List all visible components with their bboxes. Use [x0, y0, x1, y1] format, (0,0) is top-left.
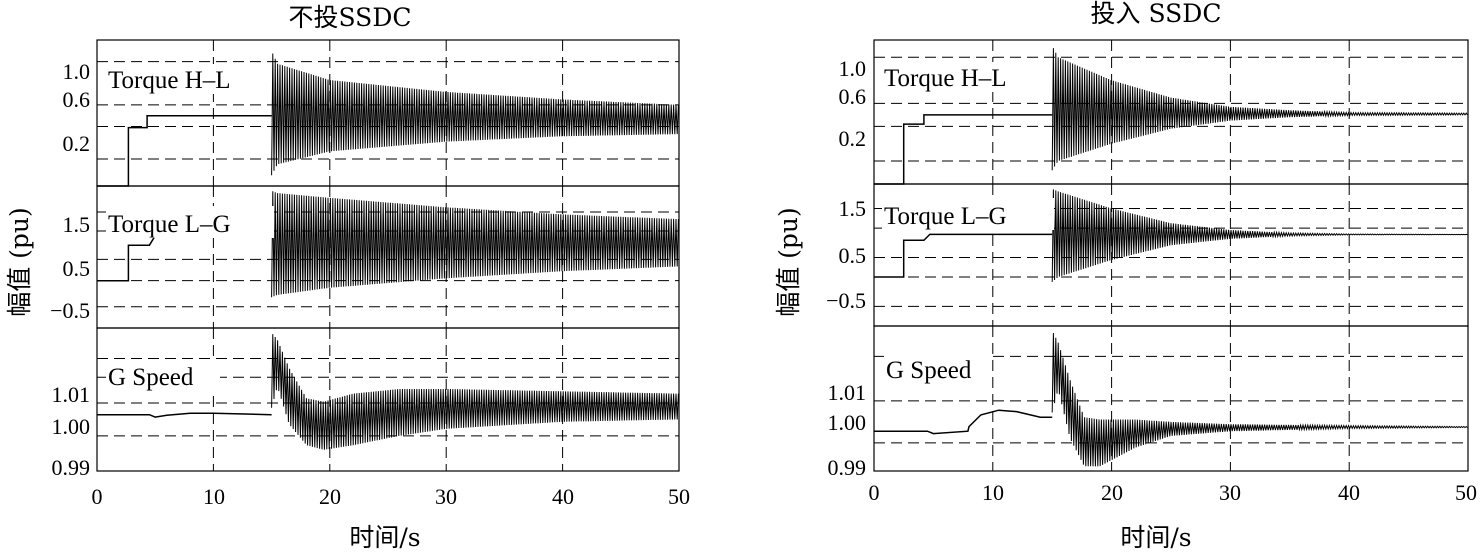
oscillation-trace: [271, 191, 679, 298]
panel-label-bg: [106, 64, 264, 94]
y-tick-label: 0.99: [52, 455, 91, 480]
x-tick-label: 0: [92, 484, 103, 509]
oscillation-trace: [1051, 189, 1468, 282]
panel-label: Torque L–G: [108, 211, 231, 238]
x-tick-label: 10: [203, 484, 225, 509]
y-tick-label: 1.00: [828, 410, 867, 435]
y-tick-label: 0.6: [839, 84, 867, 109]
y-axis-label: 幅值 (pu): [774, 207, 803, 317]
x-tick-label: 0: [869, 480, 880, 505]
panel-label-bg: [106, 361, 220, 391]
panel-label-bg: [882, 62, 1034, 92]
y-tick-label: 1.00: [52, 414, 91, 439]
oscillation-trace: [271, 334, 679, 450]
chart-right: 投入 SSDC 幅值 (pu) 时间/s 0 10 20 30 40 50 1.…: [774, 0, 1477, 552]
y-tick-label: 0.6: [63, 87, 91, 112]
panel-g-speed: 1.01 1.00 0.99 G Speed: [52, 327, 680, 480]
y-tick-label: 1.0: [63, 59, 91, 84]
x-tick-label: 30: [435, 484, 457, 509]
y-tick-label: 0.5: [63, 256, 91, 281]
panel-label: Torque L–G: [884, 203, 1007, 230]
y-tick-label: 0.2: [63, 131, 91, 156]
x-tick-label: 20: [319, 484, 341, 509]
x-tick-label: 20: [1101, 480, 1123, 505]
panel-torque-lg: 1.5 0.5 −0.5 Torque L–G: [826, 183, 1469, 327]
panel-label-bg: [884, 354, 992, 384]
x-axis-label: 时间/s: [349, 523, 420, 552]
panel-label: Torque H–L: [884, 65, 1007, 92]
series-line: [874, 409, 1053, 435]
panel-torque-lg: 1.5 0.5 −0.5 Torque L–G: [50, 185, 680, 329]
panel-label: G Speed: [886, 357, 972, 384]
oscillation-trace: [1051, 48, 1468, 171]
y-tick-label: 0.99: [828, 455, 867, 480]
y-tick-label: −0.5: [50, 298, 90, 323]
x-tick-label: 30: [1219, 480, 1241, 505]
x-tick-label: 50: [668, 484, 690, 509]
panel-label-bg: [106, 206, 274, 238]
panel-label-bg: [882, 198, 1054, 230]
y-tick-label: 1.0: [839, 56, 867, 81]
oscillation-trace: [1051, 332, 1468, 467]
panel-torque-hl: 1.0 0.6 0.2 Torque H–L: [63, 39, 680, 187]
chart-left: 不投SSDC 幅值 (pu) 时间/s 0 10 20 30 40 50 1.0…: [5, 3, 690, 552]
y-tick-label: 1.01: [828, 380, 867, 405]
y-tick-label: 0.5: [839, 243, 867, 268]
series-line: [874, 114, 1053, 185]
x-tick-label: 10: [982, 480, 1004, 505]
series-line: [97, 234, 272, 282]
y-tick-label: −0.5: [826, 288, 866, 313]
panel-torque-hl: 1.0 0.6 0.2 Torque H–L: [839, 39, 1469, 185]
oscillation-trace: [271, 53, 679, 176]
y-tick-label: 1.5: [63, 212, 91, 237]
panel-label: Torque H–L: [108, 67, 231, 94]
y-tick-label: 1.01: [52, 382, 91, 407]
x-axis-label: 时间/s: [1120, 523, 1191, 552]
series-line: [874, 233, 1053, 278]
y-axis-label: 幅值 (pu): [5, 207, 34, 317]
y-tick-label: 0.2: [839, 126, 867, 151]
series-line: [97, 412, 272, 418]
chart-title: 投入 SSDC: [1091, 0, 1222, 28]
x-tick-label: 40: [1338, 480, 1360, 505]
x-tick-label: 40: [552, 484, 574, 509]
x-tick-label: 50: [1455, 480, 1477, 505]
chart-title: 不投SSDC: [289, 3, 412, 32]
panel-label: G Speed: [108, 364, 194, 391]
panel-g-speed: 1.01 1.00 0.99 G Speed: [828, 325, 1469, 480]
y-tick-label: 1.5: [839, 196, 867, 221]
